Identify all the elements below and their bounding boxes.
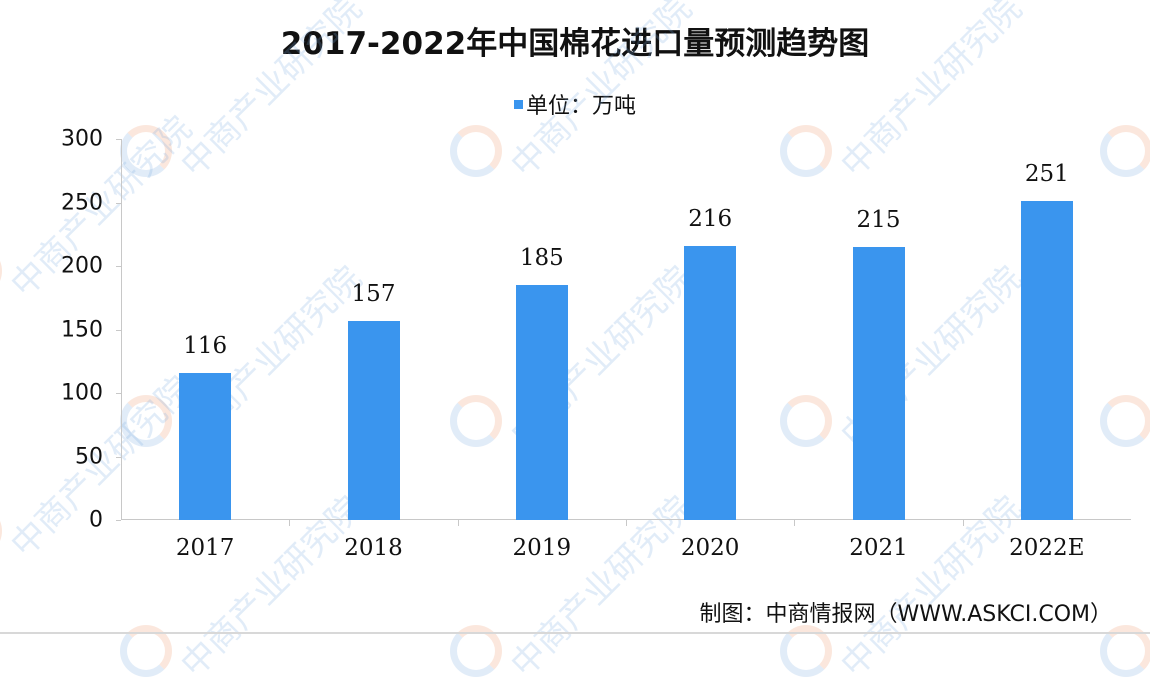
watermark-logo-icon [0, 245, 2, 297]
y-tick [116, 266, 121, 267]
x-axis [121, 519, 1131, 520]
bottom-border [0, 632, 1150, 634]
y-tick [116, 393, 121, 394]
legend-label: 单位：万吨 [525, 94, 636, 119]
bar-2018 [347, 320, 400, 520]
x-tick-label: 2018 [344, 535, 403, 561]
x-tick [626, 520, 627, 526]
y-tick-label: 250 [61, 190, 103, 215]
y-tick-label: 200 [61, 253, 103, 279]
chart-title: 2017-2022年中国棉花进口量预测趋势图 [280, 26, 870, 62]
y-tick-label: 300 [61, 126, 103, 152]
y-tick [116, 139, 121, 140]
source-note: 制图：中商情报网（WWW.ASKCI.COM） [699, 602, 1112, 627]
y-tick-label: 0 [89, 507, 103, 533]
y-axis [121, 139, 122, 520]
data-label: 216 [688, 205, 733, 232]
data-label: 116 [183, 332, 228, 359]
bar-2022E [1020, 201, 1073, 520]
bar-2021 [852, 246, 905, 520]
x-tick-label: 2017 [175, 535, 235, 561]
bar-2019 [515, 285, 568, 520]
x-tick-label: 2020 [680, 535, 740, 561]
y-tick-label: 50 [75, 444, 103, 469]
legend-swatch [513, 99, 523, 109]
data-label: 215 [856, 206, 901, 233]
y-tick [116, 202, 121, 204]
y-tick [116, 520, 121, 521]
data-label: 185 [519, 245, 564, 272]
y-tick-label: 150 [61, 317, 103, 342]
x-tick [962, 520, 964, 526]
x-tick-label: 2021 [849, 535, 908, 561]
x-tick-label: 2019 [512, 535, 572, 561]
data-label: 157 [351, 280, 396, 307]
y-tick [116, 456, 121, 458]
x-tick [457, 520, 459, 526]
plot-area: 0 50 100 150 200 250 300 116 2017 157 2018 185 2019 2… [61, 127, 1131, 561]
legend: 单位：万吨 [0, 88, 1150, 120]
x-tick [794, 520, 796, 526]
watermark-logo-icon [0, 505, 2, 557]
bar-2020 [684, 245, 737, 520]
x-tick-label: 2022E [1009, 535, 1085, 561]
y-tick-label: 100 [61, 380, 103, 406]
bar-2017 [179, 372, 232, 520]
data-label: 251 [1024, 161, 1069, 188]
x-tick [289, 520, 291, 526]
y-tick [116, 329, 121, 331]
